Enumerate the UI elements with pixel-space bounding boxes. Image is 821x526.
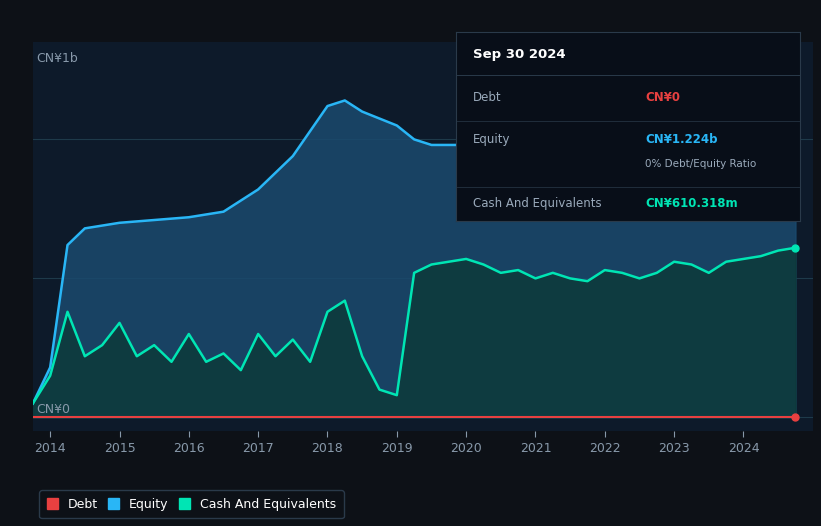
Text: 0% Debt/Equity Ratio: 0% Debt/Equity Ratio — [645, 159, 757, 169]
Legend: Debt, Equity, Cash And Equivalents: Debt, Equity, Cash And Equivalents — [39, 490, 344, 519]
Text: Debt: Debt — [473, 92, 502, 104]
Text: CN¥0: CN¥0 — [645, 92, 681, 104]
Text: Cash And Equivalents: Cash And Equivalents — [473, 197, 602, 210]
Text: CN¥610.318m: CN¥610.318m — [645, 197, 738, 210]
Text: CN¥1b: CN¥1b — [37, 52, 79, 65]
Text: Equity: Equity — [473, 133, 511, 146]
Text: CN¥0: CN¥0 — [37, 403, 71, 416]
Text: Sep 30 2024: Sep 30 2024 — [473, 48, 566, 61]
Text: CN¥1.224b: CN¥1.224b — [645, 133, 718, 146]
